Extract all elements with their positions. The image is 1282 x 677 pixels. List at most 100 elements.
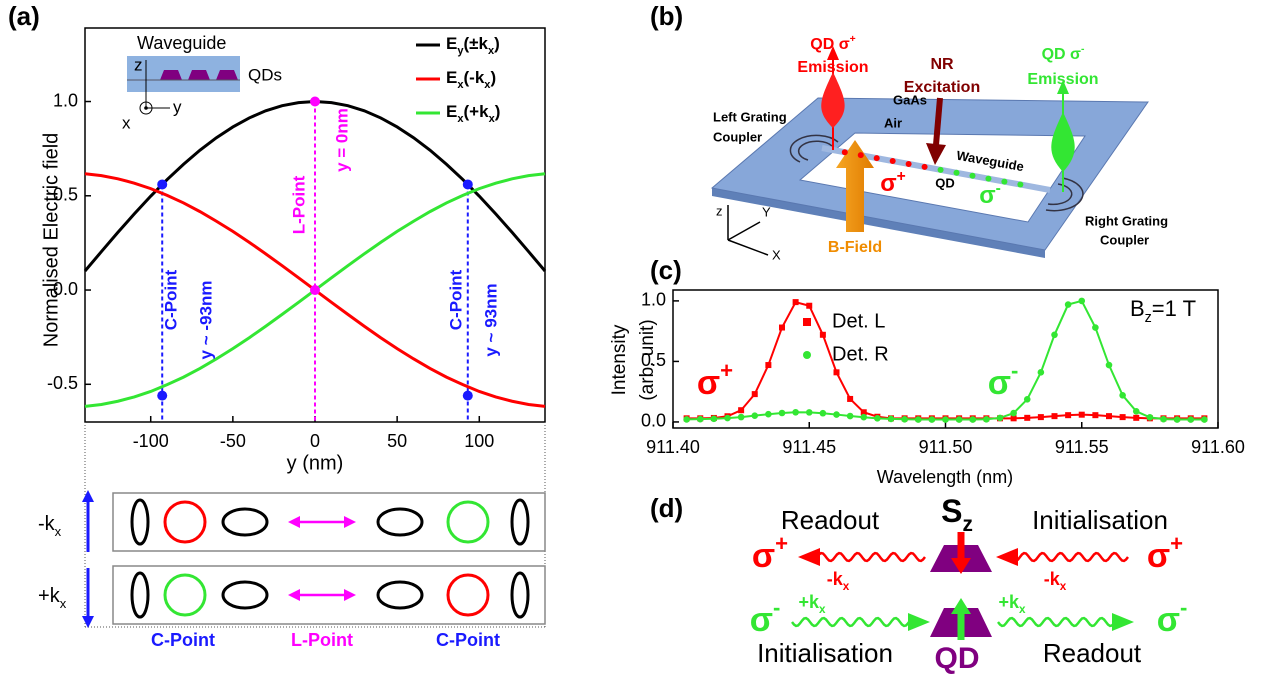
y-tick-label: 0.0	[641, 411, 666, 431]
text-part: E	[446, 102, 457, 121]
polarisation	[221, 507, 269, 537]
axis-out	[139, 101, 153, 115]
row-box	[112, 565, 546, 625]
marker	[1119, 414, 1126, 421]
label: QD	[935, 175, 955, 190]
marker	[860, 413, 868, 421]
marker	[1037, 369, 1045, 376]
point	[157, 179, 168, 190]
b-field-arrow	[836, 140, 874, 232]
marker	[1132, 407, 1140, 415]
y-tick-label: -0.5	[47, 373, 78, 393]
label: QD	[935, 642, 980, 675]
excitation-arrow	[933, 97, 943, 146]
marker	[1201, 416, 1208, 423]
left-grating	[789, 134, 839, 163]
text-part: +	[720, 358, 733, 383]
emission-pulse	[821, 72, 845, 128]
marker	[779, 324, 785, 331]
marker	[874, 415, 881, 422]
series-line	[686, 299, 1205, 421]
marker	[1160, 415, 1167, 423]
label: Emission	[797, 59, 868, 76]
marker	[1092, 324, 1099, 331]
arrow-head	[344, 516, 356, 528]
label: y ~ 93nm	[481, 283, 500, 356]
marker	[1078, 411, 1085, 418]
point	[310, 96, 320, 107]
arrow-head	[82, 616, 94, 628]
label: Waveguide	[137, 33, 226, 53]
marker	[1064, 301, 1072, 308]
text-part: =1 T	[1152, 296, 1196, 321]
label: Coupler	[713, 129, 762, 144]
label: -kx	[38, 513, 62, 539]
qd-dot	[1017, 181, 1024, 188]
text-part: )	[495, 102, 501, 121]
label: σ+	[697, 358, 733, 402]
marker	[792, 299, 799, 306]
marker	[1023, 396, 1031, 403]
label: Air	[884, 115, 902, 130]
x-tick-label: 50	[387, 431, 407, 451]
label: -kx	[1044, 569, 1067, 593]
marker	[765, 410, 772, 418]
slab-edge	[712, 188, 1045, 258]
marker	[1078, 297, 1086, 305]
label: y (nm)	[287, 452, 344, 474]
polarisation	[376, 580, 424, 610]
text-part: QD	[1042, 46, 1070, 63]
y-tick-label: 0.5	[641, 350, 666, 370]
label: GaAs	[893, 92, 927, 107]
text-part: x	[489, 113, 496, 125]
label: Bz=1 T	[1130, 296, 1196, 326]
text-part: -	[827, 569, 833, 589]
polarisation	[130, 498, 150, 546]
marker	[1037, 414, 1044, 421]
arrow-head	[288, 589, 300, 601]
qd-dot	[873, 155, 880, 162]
label: Coupler	[1100, 232, 1149, 247]
text-part: )	[490, 68, 496, 87]
label: X	[772, 247, 781, 262]
polarisation	[221, 580, 269, 610]
photon-wave	[1011, 551, 1129, 563]
x-tick-label: 911.40	[646, 437, 700, 457]
label: σ+	[752, 531, 788, 575]
text-part: x	[1060, 580, 1067, 593]
right-grating	[1047, 183, 1073, 206]
label: +kx	[38, 585, 67, 611]
label: Det. L	[832, 310, 885, 332]
marker	[1106, 413, 1112, 420]
text-part: z	[1145, 310, 1152, 326]
text-part: -	[1044, 569, 1050, 589]
axis-out	[144, 106, 148, 110]
arrow-head	[1112, 613, 1134, 631]
marker	[969, 416, 977, 423]
qd-icon	[216, 70, 238, 80]
label: NR	[930, 56, 954, 73]
marker	[1010, 415, 1017, 422]
arrow-head	[951, 598, 971, 614]
y-tick-label: 1.0	[641, 290, 666, 310]
marker	[806, 302, 813, 309]
marker	[1187, 416, 1195, 423]
text-part: x	[843, 580, 850, 593]
row-box	[112, 492, 546, 552]
text-part: σ	[988, 364, 1011, 402]
arrow-head	[926, 143, 946, 165]
x-tick-label: -50	[220, 431, 246, 451]
polarisation	[376, 507, 424, 537]
text-part: k	[809, 592, 820, 612]
qd-dot	[1001, 178, 1008, 185]
marker	[751, 391, 758, 398]
label: +kx	[798, 592, 826, 616]
marker	[737, 413, 745, 421]
label: Initialisation	[757, 638, 893, 668]
label: Readout	[1043, 638, 1142, 668]
qd-dot	[937, 166, 944, 173]
label: L-Point	[289, 175, 308, 234]
text-part: +	[897, 168, 906, 185]
marker	[724, 414, 731, 422]
label: Y	[762, 204, 771, 219]
